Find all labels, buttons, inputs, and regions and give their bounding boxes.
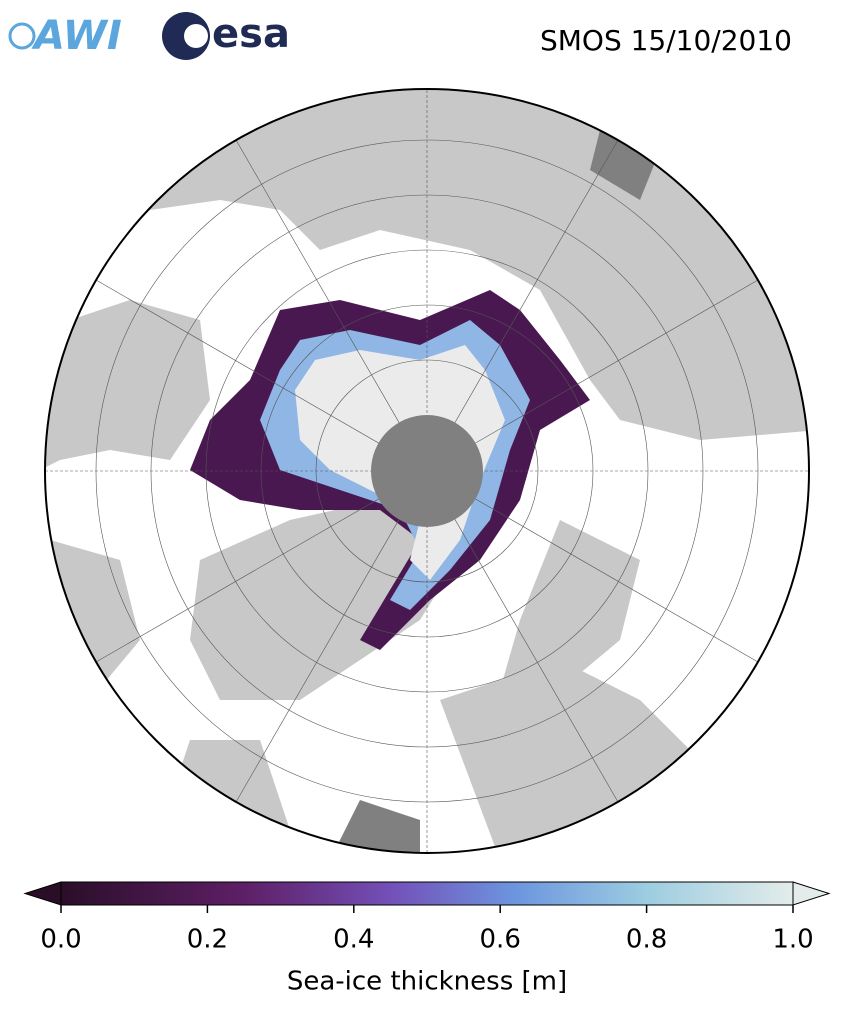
tick-label: 0.2 xyxy=(187,925,228,955)
esa-logo: esa xyxy=(162,11,290,60)
map-border xyxy=(44,88,810,854)
tick-label: 0.4 xyxy=(333,925,374,955)
land xyxy=(500,520,640,690)
title: SMOS 15/10/2010 xyxy=(540,24,792,57)
tick-label: 0.6 xyxy=(480,925,521,955)
logo-text: esa xyxy=(212,11,290,57)
colorbar-label: Sea-ice thickness [m] xyxy=(287,967,567,997)
logo-text: AWI xyxy=(31,13,122,59)
colorbar-bar xyxy=(60,881,794,906)
land xyxy=(45,300,210,470)
land xyxy=(190,500,470,700)
map xyxy=(45,89,809,853)
colorbar-extend-low xyxy=(23,881,62,906)
tick-label: 0.0 xyxy=(40,925,81,955)
tick-label: 1.0 xyxy=(772,925,813,955)
colorbar: Sea-ice thickness [m] 0.0 0.2 0.4 0.6 0.8 1.0 xyxy=(23,881,831,997)
colorbar-extend-high xyxy=(792,881,831,906)
tick-label: 0.8 xyxy=(626,925,667,955)
pole-hole xyxy=(371,415,483,527)
awi-logo: AWI xyxy=(8,13,122,59)
